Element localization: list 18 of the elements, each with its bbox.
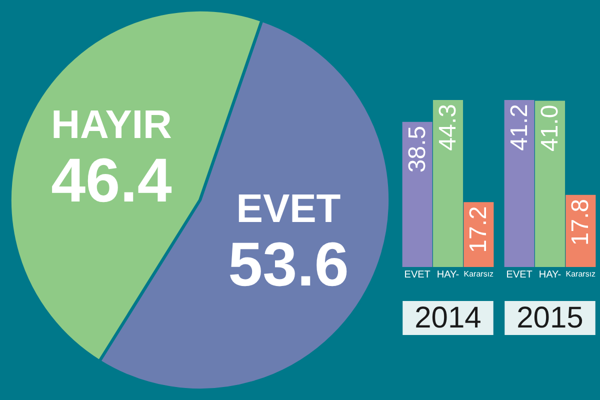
x-tick-label: HAY-: [538, 270, 562, 280]
x-axis-title: 2015: [516, 302, 584, 334]
data-label: 44.3: [434, 104, 462, 151]
x-tick-label: Kararsız: [566, 270, 596, 278]
slice-label: EVET: [236, 187, 341, 232]
data-label: 41.2: [506, 104, 533, 151]
x-axis-title: 2014: [414, 302, 482, 334]
x-tick-label: HAY-: [436, 270, 460, 280]
x-tick-label: EVET: [506, 270, 532, 280]
data-label: 41.0: [536, 104, 564, 152]
data-label: 46.4: [51, 146, 172, 216]
data-label: 53.6: [228, 230, 349, 300]
data-label: 17.2: [465, 206, 492, 253]
data-label: 38.5: [404, 126, 431, 173]
slice-label: HAYIR: [51, 102, 172, 147]
data-label: 17.8: [567, 198, 594, 246]
x-tick-label: EVET: [404, 270, 430, 280]
x-tick-label: Kararsız: [464, 270, 494, 278]
